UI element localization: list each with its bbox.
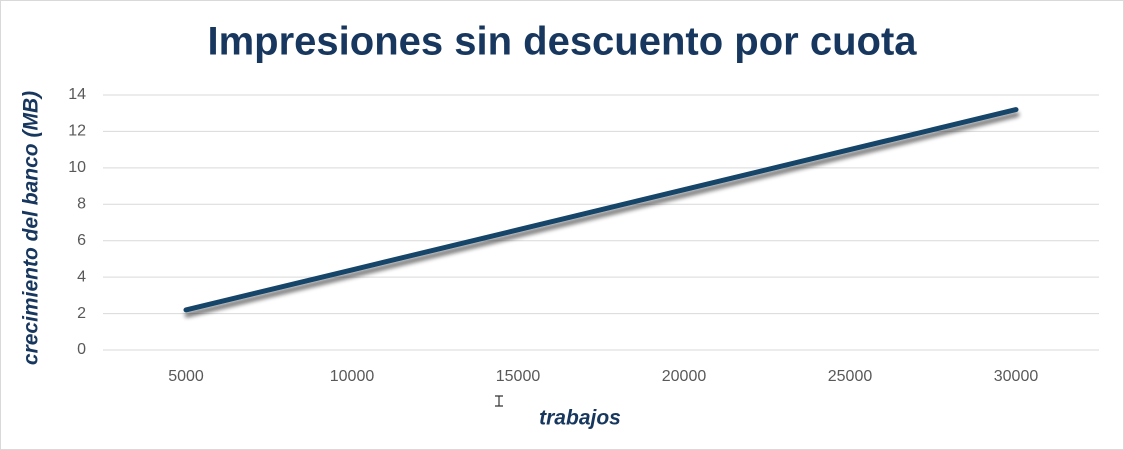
y-tick-label: 10 bbox=[68, 159, 86, 176]
x-axis-label: trabajos bbox=[539, 407, 621, 430]
x-tick-label: 20000 bbox=[662, 368, 707, 385]
y-axis-label: crecimiento del banco (MB) bbox=[20, 91, 43, 365]
x-tick-label: 30000 bbox=[994, 368, 1039, 385]
x-tick-label: 5000 bbox=[168, 368, 204, 385]
y-tick-label: 0 bbox=[77, 341, 86, 358]
x-tick-label: 25000 bbox=[828, 368, 873, 385]
line bbox=[183, 107, 1019, 313]
y-tick-label: 8 bbox=[77, 196, 86, 213]
x-tick-label: 10000 bbox=[330, 368, 375, 385]
y-tick-label: 12 bbox=[68, 123, 86, 140]
y-tick-label: 2 bbox=[77, 305, 86, 322]
y-tick-label: 6 bbox=[77, 232, 86, 249]
y-tick-label: 4 bbox=[77, 268, 86, 285]
y-tick-label: 14 bbox=[68, 86, 86, 103]
chart-title: Impresiones sin descuento por cuota bbox=[207, 20, 917, 64]
x-tick-label: 15000 bbox=[496, 368, 541, 385]
cursor bbox=[495, 395, 503, 407]
